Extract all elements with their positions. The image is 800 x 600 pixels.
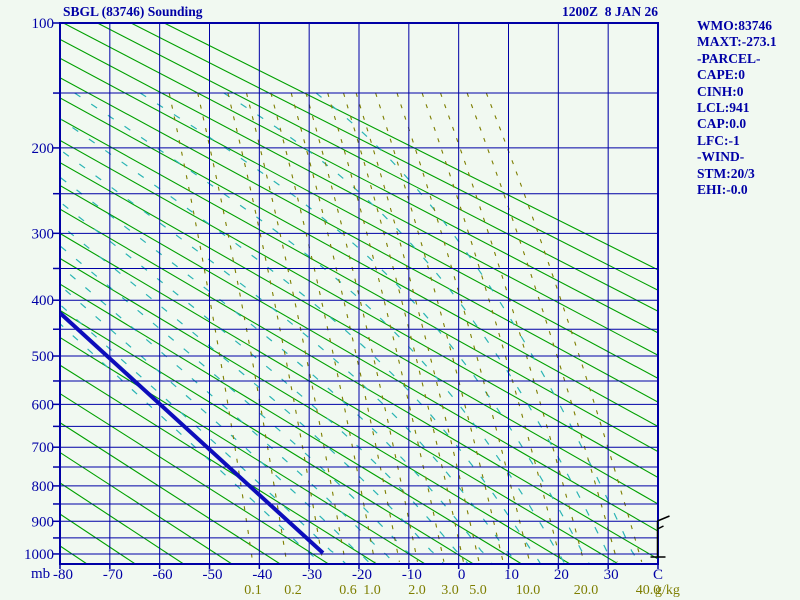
svg-text:1000: 1000 [24,547,54,563]
svg-text:10.0: 10.0 [516,583,541,598]
svg-text:200: 200 [32,141,55,157]
stat-line-9: STM:20/3 [697,165,755,181]
svg-text:20.0: 20.0 [574,583,599,598]
svg-text:-10: -10 [402,567,422,583]
temperature-axis-unit: C [653,567,663,583]
stat-line-10: EHI:-0.0 [697,181,748,197]
svg-text:-20: -20 [352,567,372,583]
svg-text:-70: -70 [103,567,123,583]
stat-line-6: CAP:0.0 [697,116,747,132]
mixing-ratio-lines [168,92,643,562]
svg-text:10: 10 [504,567,519,583]
svg-text:1.0: 1.0 [363,583,381,598]
svg-text:-30: -30 [302,567,322,583]
svg-text:20: 20 [554,567,569,583]
svg-text:500: 500 [32,349,55,365]
temperature-trace [60,311,325,555]
stat-line-2: -PARCEL- [697,50,761,66]
svg-text:30: 30 [604,567,619,583]
background-line-families [60,23,658,564]
dry-adiabats [60,23,658,564]
svg-text:3.0: 3.0 [441,583,459,598]
sounding-datetime: 1200Z 8 JAN 26 [561,4,658,19]
mixing-ratio-labels: 0.1 0.2 0.6 1.0 2.0 3.0 5.0 10.0 20.0 40.0g/kg [244,583,680,598]
svg-text:2.0: 2.0 [408,583,426,598]
pressure-axis-labels: 100 200 300 400 500 600 700 800 900 1000 mb [24,16,54,582]
stat-line-1: MAXT:-273.1 [697,34,777,50]
wind-barb [650,515,670,558]
svg-text:0.6: 0.6 [339,583,357,598]
page-title: SBGL (83746) Sounding [63,4,203,19]
svg-text:40.0: 40.0 [636,583,661,598]
svg-text:0.2: 0.2 [284,583,302,598]
pressure-temperature-grid [59,22,659,565]
stat-line-4: CINH:0 [697,83,744,99]
mixing-ratio-unit: g/kg [655,583,680,598]
axis-ticks [53,22,659,569]
svg-text:700: 700 [32,440,55,456]
svg-text:0.1: 0.1 [244,583,262,598]
stat-line-8: -WIND- [697,149,745,165]
svg-text:600: 600 [32,397,55,413]
svg-text:300: 300 [32,226,55,242]
svg-text:0: 0 [458,567,466,583]
stat-line-7: LFC:-1 [697,132,740,148]
stat-line-0: WMO:83746 [697,18,772,33]
stat-line-3: CAPE:0 [697,67,745,83]
svg-text:5.0: 5.0 [469,583,487,598]
svg-text:100: 100 [32,16,55,32]
svg-text:400: 400 [32,293,55,309]
svg-text:-40: -40 [252,567,272,583]
pressure-axis-unit: mb [31,566,50,582]
svg-text:-60: -60 [153,567,173,583]
svg-text:-50: -50 [203,567,223,583]
svg-text:-80: -80 [53,567,73,583]
temperature-axis-labels: -80 -70 -60 -50 -40 -30 -20 -10 0 10 20 30 C [53,567,663,583]
stat-line-5: LCL:941 [697,99,750,115]
svg-text:800: 800 [32,479,55,495]
stats-panel: WMO:83746 MAXT:-273.1 -PARCEL- CAPE:0 CINH:0… [697,18,777,198]
svg-text:900: 900 [32,514,55,530]
